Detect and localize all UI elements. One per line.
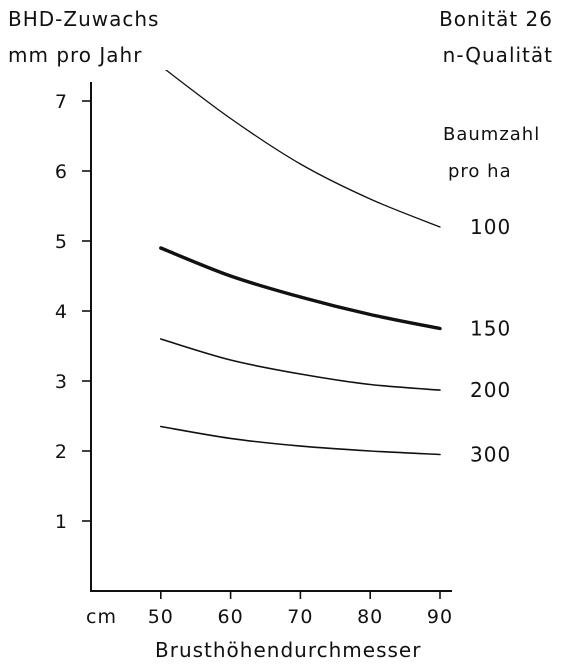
- x-unit-label: cm: [86, 606, 117, 628]
- x-tick-label-70: 70: [287, 606, 313, 628]
- series-label-300: 300: [470, 443, 511, 467]
- y-tick-label-4: 4: [55, 301, 68, 323]
- legend-title-line2: pro ha: [448, 161, 512, 182]
- y-axis-title-line1: BHD-Zuwachs: [8, 7, 159, 31]
- series-label-150: 150: [470, 317, 511, 341]
- y-tick-label-7: 7: [55, 91, 68, 113]
- x-axis-title: Brusthöhendurchmesser: [155, 638, 421, 662]
- series-label-100: 100: [470, 215, 511, 239]
- series-group: 100 150 200 300: [159, 70, 511, 467]
- y-tick-label-6: 6: [55, 161, 68, 183]
- site-class-label: Bonität 26: [439, 7, 553, 31]
- x-tick-label-50: 50: [148, 606, 174, 628]
- series-line-200: [160, 338, 441, 391]
- series-line-300: [160, 425, 441, 456]
- x-tick-label-80: 80: [357, 606, 383, 628]
- y-axis-title-line2: mm pro Jahr: [8, 43, 142, 67]
- y-tick-label-3: 3: [55, 371, 68, 393]
- series-line-100: [164, 70, 441, 228]
- series-label-200: 200: [470, 378, 511, 402]
- x-tick-label-60: 60: [218, 606, 244, 628]
- quality-label: n-Qualität: [443, 43, 553, 67]
- y-ticks: 1 2 3 4 5 6 7: [55, 91, 91, 533]
- y-tick-label-5: 5: [55, 231, 68, 253]
- x-tick-label-90: 90: [427, 606, 453, 628]
- y-tick-label-2: 2: [55, 441, 68, 463]
- series-line-150: [159, 246, 442, 331]
- legend-title-line1: Baumzahl: [443, 124, 540, 145]
- x-ticks: 50 60 70 80 90: [148, 591, 453, 628]
- y-tick-label-1: 1: [55, 511, 68, 533]
